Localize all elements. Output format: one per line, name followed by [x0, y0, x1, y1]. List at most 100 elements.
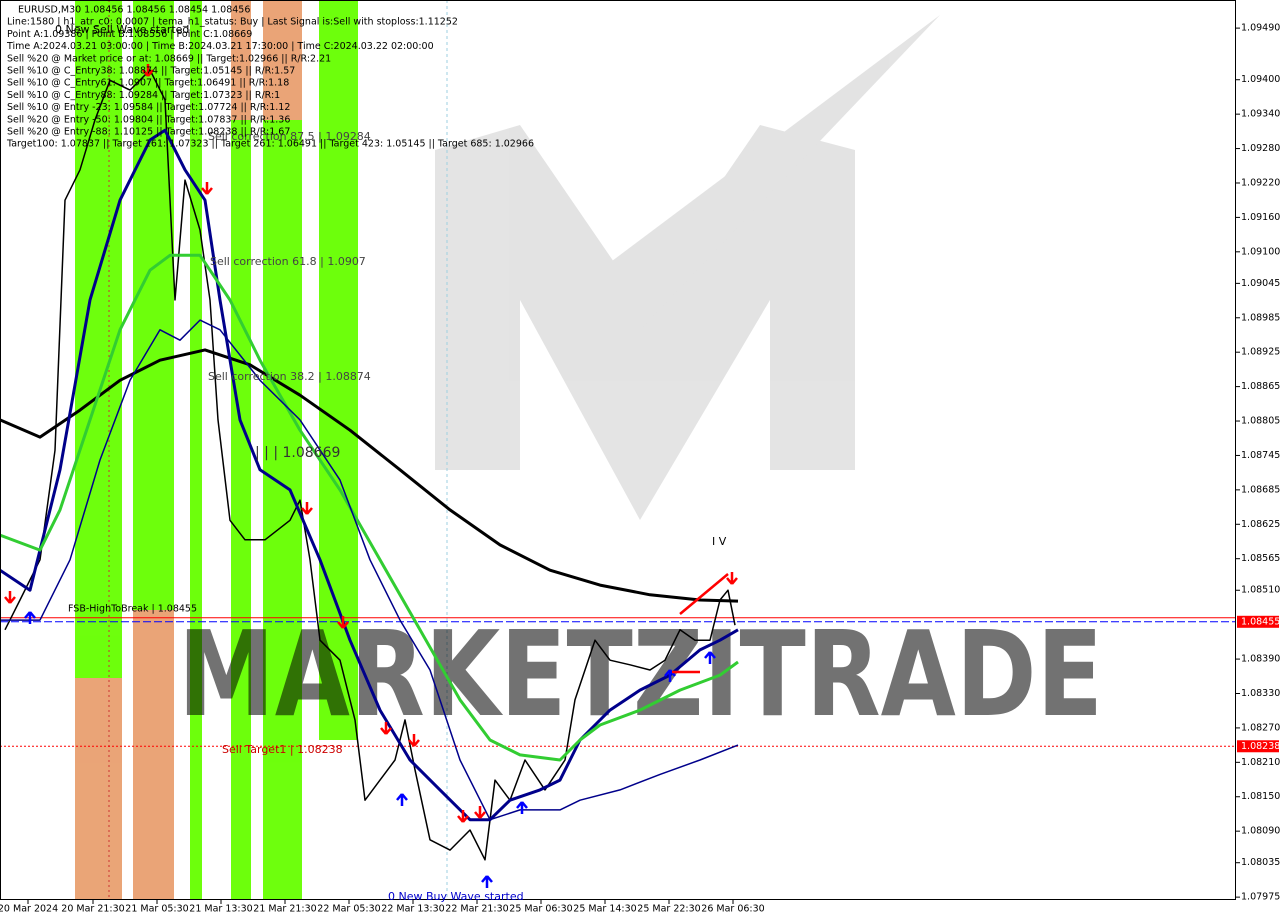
signal-arrow: [142, 64, 154, 77]
logo: [560, 15, 940, 330]
signal-arrow: [380, 722, 392, 735]
x-tick-label: 21 Mar 13:30: [189, 904, 252, 915]
info-line: Sell %20 @ Entry -50: 1.09804 || Target:…: [7, 114, 290, 125]
watermark: MARKETZITRADE: [178, 605, 1103, 743]
y-tick-label: 1.08625: [1241, 519, 1280, 530]
y-tick-label: 1.08925: [1241, 347, 1280, 358]
signal-arrow: [301, 502, 313, 515]
price-badge: [1237, 615, 1279, 628]
annotation: | | | 1.08669: [255, 445, 340, 461]
price-line: [0, 348, 739, 603]
band: [75, 678, 122, 900]
signal-arrow: [457, 810, 469, 823]
annotation: Sell Target1 | 1.08238: [222, 743, 343, 756]
y-tick-label: 1.09160: [1241, 212, 1280, 223]
signal-arrow: [337, 616, 349, 629]
signal-arrow: [24, 611, 36, 624]
watermark-logo: [435, 15, 940, 520]
annotation: FSB-HighToBreak | 1.08455: [68, 604, 197, 615]
y-tick-label: 1.08565: [1241, 553, 1280, 564]
signal-arrow: [704, 651, 716, 664]
y-tick-label: 1.08035: [1241, 857, 1280, 868]
y-tick-label: 1.07975: [1241, 892, 1280, 903]
time-axis: [0, 900, 1280, 920]
x-tick-label: 20 Mar 21:30: [61, 904, 124, 915]
signal-arrow: [516, 801, 528, 814]
info-line: Sell %20 @ Entry -88: 1.10125 || Target:…: [7, 127, 290, 138]
band: [231, 0, 251, 120]
price-line: [0, 128, 739, 822]
y-tick-label: 1.09100: [1241, 246, 1280, 257]
annotation: I V: [712, 535, 727, 548]
signal-arrow: [474, 806, 486, 819]
y-tick-label: 1.09400: [1241, 74, 1280, 85]
signal-arrow: [396, 793, 408, 806]
price-badge-label: 1.08455: [1241, 616, 1280, 627]
band: [133, 0, 174, 610]
info-line: Sell %20 @ Market price or at: 1.08669 |…: [7, 53, 331, 64]
annotation: Sell correction 38.2 | 1.08874: [208, 370, 371, 383]
info-line: Sell %10 @ C_Entry88: 1.09284 || Target:…: [7, 90, 280, 101]
y-tick-label: 1.09490: [1241, 23, 1280, 34]
band: [263, 0, 302, 120]
signal-arrow: [201, 182, 213, 195]
price-badge-label: 1.08238: [1241, 741, 1280, 752]
price-line: [0, 319, 739, 821]
y-tick-label: 1.08270: [1241, 722, 1280, 733]
x-tick-label: 26 Mar 06:30: [701, 904, 764, 915]
y-tick-label: 1.09280: [1241, 143, 1280, 154]
info-line: Time A:2024.03.21 03:00:00 | Time B:2024…: [6, 41, 434, 52]
info-line: Sell %10 @ C_Entry38: 1.08874 || Target:…: [7, 66, 295, 77]
signal-arrow: [4, 591, 16, 604]
y-tick-label: 1.08390: [1241, 654, 1280, 665]
price-badge: [1237, 740, 1279, 753]
info-line: Sell %10 @ Entry -23: 1.09584 || Target:…: [7, 102, 290, 113]
x-tick-label: 21 Mar 21:30: [253, 904, 316, 915]
x-tick-label: 22 Mar 13:30: [381, 904, 444, 915]
x-tick-label: 25 Mar 22:30: [637, 904, 700, 915]
annotation: 0 New Buy Wave started: [388, 890, 524, 903]
y-tick-label: 1.08150: [1241, 791, 1280, 802]
signal-arrow: [726, 572, 738, 585]
y-tick-label: 1.08745: [1241, 450, 1280, 461]
plot: MARKETZITRADE: [0, 64, 1236, 888]
y-tick-label: 1.08985: [1241, 312, 1280, 323]
band: [319, 0, 358, 740]
y-tick-label: 1.09045: [1241, 278, 1280, 289]
info-line: Point A:1.09386 | Point B:1.08556 | Poin…: [7, 29, 252, 40]
price-line: [0, 253, 739, 762]
x-tick-label: 21 Mar 05:30: [125, 904, 188, 915]
info-line: Target100: 1.07837 || Target 161: 1.0732…: [6, 139, 534, 150]
y-tick-label: 1.08510: [1241, 585, 1280, 596]
wave-line: [672, 573, 729, 674]
x-tick-label: 20 Mar 2024: [0, 904, 58, 915]
y-tick-label: 1.08865: [1241, 381, 1280, 392]
y-tick-label: 1.08330: [1241, 688, 1280, 699]
signal-arrow: [481, 875, 493, 888]
x-tick-label: 22 Mar 21:30: [445, 904, 508, 915]
annotation: Sell correction 61.8 | 1.0907: [210, 255, 366, 268]
price-axis: [1236, 0, 1280, 920]
y-tick-label: 1.08210: [1241, 757, 1280, 768]
price-line: [4, 69, 736, 861]
y-tick-label: 1.09220: [1241, 177, 1280, 188]
x-tick-label: 22 Mar 05:30: [317, 904, 380, 915]
y-tick-label: 1.08685: [1241, 484, 1280, 495]
annotation: 0 New Sell Wave started: [55, 23, 189, 36]
x-tick-label: 25 Mar 14:30: [573, 904, 636, 915]
y-tick-label: 1.08805: [1241, 416, 1280, 427]
info-line: Sell %10 @ C_Entry61: 1.0907 || Target:1…: [7, 78, 289, 89]
info-line: EURUSD,M30 1.08456 1.08456 1.08454 1.084…: [18, 5, 250, 16]
signal-arrow: [408, 734, 420, 747]
annotation: Sell correction 87.5 | 1.09284: [208, 130, 371, 143]
x-tick-label: 25 Mar 06:30: [509, 904, 572, 915]
plot-frame: [0, 0, 1236, 900]
y-tick-label: 1.09340: [1241, 109, 1280, 120]
info-line: Line:1580 | h1_atr_c0: 0.0007 | tema_h1_…: [7, 17, 458, 28]
band: [231, 120, 251, 900]
signal-bands: [75, 0, 358, 900]
band: [133, 610, 174, 900]
band: [263, 120, 302, 900]
